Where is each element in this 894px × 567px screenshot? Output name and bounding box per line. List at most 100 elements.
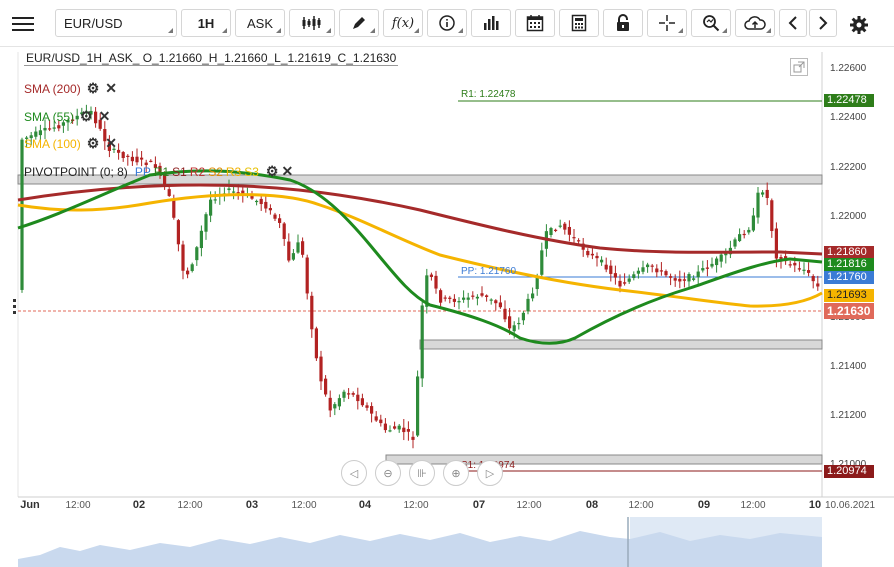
price-tick: 1.22600 [830, 63, 867, 74]
candle-body [153, 164, 157, 168]
menu-icon[interactable] [12, 13, 34, 33]
candle-body [471, 295, 475, 297]
zoom-out-button[interactable]: ⊖ [375, 460, 401, 486]
candle-body [705, 267, 709, 269]
candle-body [816, 283, 820, 287]
candle-body [788, 264, 792, 266]
scroll-left-button[interactable] [779, 9, 807, 37]
sma200-settings-icon[interactable]: ⚙ [86, 80, 100, 96]
candle-body [176, 220, 180, 245]
sma100-remove-icon[interactable]: ✕ [105, 135, 117, 151]
candle-body [655, 268, 659, 273]
overview-navigator[interactable] [0, 517, 894, 567]
candle-body [314, 328, 318, 359]
pivot-label[interactable]: PIVOTPOINT (0; 8) [24, 164, 128, 179]
share-button[interactable] [735, 9, 775, 37]
candle-body [213, 199, 217, 201]
candle-body [774, 228, 778, 259]
candle-body [802, 269, 806, 271]
candle-body [770, 200, 774, 232]
draw-tools-button[interactable] [339, 9, 379, 37]
settings-button[interactable] [848, 14, 870, 36]
candle-body [209, 199, 213, 216]
candle-body [190, 264, 194, 271]
candle-body [301, 241, 305, 255]
candle-body [618, 280, 622, 287]
candle-body [696, 271, 700, 278]
pivot-remove-icon[interactable]: ✕ [281, 163, 294, 179]
timeframe-select[interactable]: 1H [181, 9, 231, 37]
sma55-settings-icon[interactable]: ⚙ [80, 108, 93, 124]
sma200-remove-icon[interactable]: ✕ [105, 80, 117, 96]
chevron-left-icon [788, 16, 797, 30]
indicators-button[interactable]: f(x) [383, 9, 423, 37]
candle-body [351, 393, 355, 395]
candle-body [526, 298, 530, 312]
candle-body [586, 251, 590, 256]
candle-body [388, 430, 392, 432]
scroll-back-button[interactable]: ◁ [341, 460, 367, 486]
calculator-button[interactable] [559, 9, 599, 37]
candle-body [807, 270, 811, 273]
sma200-label[interactable]: SMA (200) [24, 81, 81, 96]
candle-body [75, 115, 79, 120]
scroll-right-button[interactable] [809, 9, 837, 37]
crosshair-button[interactable] [647, 9, 687, 37]
r1-price-label: 1.22478 [824, 94, 874, 107]
maximize-icon[interactable] [790, 58, 808, 76]
scroll-forward-button[interactable]: ▷ [477, 460, 503, 486]
sma100-label[interactable]: SMA (100) [24, 136, 81, 151]
info-icon [439, 15, 455, 31]
price-type-select[interactable]: ASK [235, 9, 285, 37]
price-tick: 1.21200 [830, 410, 867, 421]
candle-body [204, 214, 208, 232]
candle-body [710, 263, 714, 267]
chart-toolbar: EUR/USD 1H ASK f(x) [0, 0, 894, 47]
candle-body [443, 297, 447, 299]
candle-body [310, 295, 314, 330]
candle-body [94, 111, 98, 124]
chart-type-button[interactable] [289, 9, 335, 37]
calendar-icon [526, 15, 544, 32]
pivot-r1-label: R1 [153, 164, 170, 179]
pivot-settings-icon[interactable]: ⚙ [265, 163, 279, 179]
symbol-label: EUR/USD [64, 15, 123, 31]
candle-body [98, 119, 102, 129]
zoom-button[interactable] [691, 9, 731, 37]
candle-body [475, 296, 479, 299]
calendar-button[interactable] [515, 9, 555, 37]
price-tick: 1.22400 [830, 112, 867, 123]
sma-55-line [17, 169, 823, 345]
candle-body [494, 300, 498, 304]
candle-body [29, 135, 33, 139]
crosshair-icon [659, 15, 675, 31]
gear-icon [850, 16, 868, 34]
info-button[interactable] [427, 9, 467, 37]
lock-button[interactable] [603, 9, 643, 37]
sma55-remove-icon[interactable]: ✕ [98, 108, 111, 124]
candle-body [416, 376, 420, 436]
candle-body [20, 139, 24, 290]
candle-body [130, 156, 134, 162]
candle-body [508, 316, 512, 329]
zoom-in-button[interactable]: ⊕ [443, 460, 469, 486]
volume-button[interactable] [471, 9, 511, 37]
sma55-label[interactable]: SMA (55) [24, 109, 75, 124]
candle-body [342, 391, 346, 398]
time-label: 12:00 [177, 500, 203, 511]
symbol-select[interactable]: EUR/USD [55, 9, 177, 37]
sma100-settings-icon[interactable]: ⚙ [86, 135, 100, 151]
candle-body [103, 129, 107, 142]
candle-body [337, 398, 341, 407]
reset-view-button[interactable]: ⊪ [409, 460, 435, 486]
candle-body [535, 276, 539, 290]
candle-body [393, 426, 397, 429]
candle-body [278, 218, 282, 223]
candle-body [692, 278, 696, 280]
candle-body [669, 276, 673, 278]
time-label: 12:00 [291, 500, 317, 511]
candle-body [52, 127, 56, 129]
candle-body [158, 165, 162, 174]
pivot-r2-label: R2 [189, 164, 206, 179]
